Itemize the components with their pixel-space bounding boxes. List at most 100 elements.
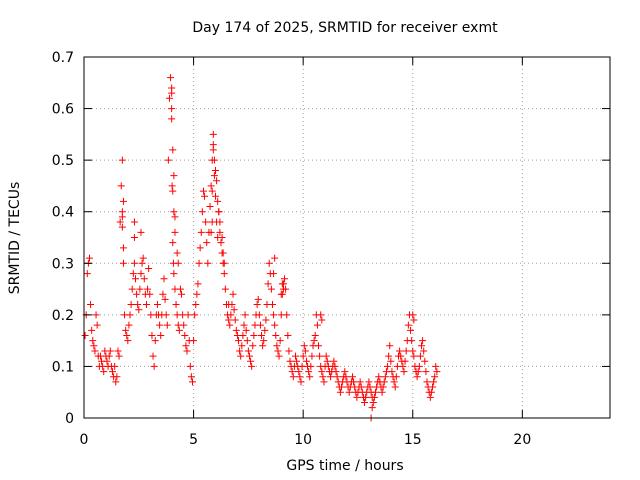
data-point (169, 239, 177, 247)
data-point (230, 306, 238, 314)
data-point (260, 337, 268, 345)
data-point (207, 228, 215, 236)
data-point (379, 383, 387, 391)
data-point (108, 368, 116, 376)
data-point (229, 290, 237, 298)
data-point (208, 187, 216, 195)
data-point (118, 156, 126, 164)
data-point (206, 203, 214, 211)
data-point (216, 218, 224, 226)
data-point (385, 352, 393, 360)
data-point (87, 301, 95, 309)
data-point (242, 326, 250, 334)
data-point (284, 331, 292, 339)
data-point (277, 290, 285, 298)
data-point (295, 368, 303, 376)
data-point (311, 331, 319, 339)
data-point (227, 311, 235, 319)
data-point (239, 331, 247, 339)
data-point (271, 321, 279, 329)
data-point (181, 331, 189, 339)
data-point (119, 259, 127, 267)
data-point (402, 347, 410, 355)
data-point (285, 347, 293, 355)
data-point (170, 270, 178, 278)
data-point (170, 172, 178, 180)
data-point (380, 378, 388, 386)
data-point (418, 342, 426, 350)
data-point (119, 197, 127, 205)
data-point (197, 228, 205, 236)
data-point (238, 342, 246, 350)
data-point (336, 388, 344, 396)
data-point (371, 388, 379, 396)
data-point (386, 342, 394, 350)
data-point (182, 342, 190, 350)
data-point (220, 270, 228, 278)
data-point (145, 264, 153, 272)
data-point (414, 368, 422, 376)
data-point (83, 270, 91, 278)
data-point (278, 280, 286, 288)
data-point (225, 316, 233, 324)
data-point (259, 342, 267, 350)
grid (84, 57, 610, 418)
data-point (317, 311, 325, 319)
data-point (241, 311, 249, 319)
data-point (369, 399, 377, 407)
data-point (275, 352, 283, 360)
data-point (220, 259, 228, 267)
data-point (226, 321, 234, 329)
data-point (322, 352, 330, 360)
data-point (184, 311, 192, 319)
data-point (237, 352, 245, 360)
y-tick-label: 0.4 (52, 205, 74, 221)
data-point (289, 373, 297, 381)
data-point (362, 393, 370, 401)
chart-title: Day 174 of 2025, SRMTID for receiver exm… (192, 20, 498, 36)
data-point (119, 244, 127, 252)
data-point (342, 373, 350, 381)
data-point (274, 347, 282, 355)
data-point (256, 321, 264, 329)
data-point (93, 321, 101, 329)
data-point (116, 218, 124, 226)
x-tick-label: 10 (294, 432, 312, 448)
data-point (370, 393, 378, 401)
data-point (111, 362, 119, 370)
data-point (365, 378, 373, 386)
data-point (315, 342, 323, 350)
data-point (243, 337, 251, 345)
data-point (135, 306, 143, 314)
data-point (133, 290, 141, 298)
data-point (138, 259, 146, 267)
data-point (253, 301, 261, 309)
data-point (262, 316, 270, 324)
x-axis-label: GPS time / hours (286, 458, 403, 474)
data-point (320, 378, 328, 386)
data-point (85, 254, 93, 262)
data-point (265, 259, 273, 267)
data-point (210, 156, 218, 164)
data-point (134, 301, 142, 309)
data-point (137, 270, 145, 278)
data-point (136, 285, 144, 293)
data-point (106, 347, 114, 355)
data-point (338, 383, 346, 391)
data-point (432, 362, 440, 370)
data-point (392, 373, 400, 381)
data-point (318, 368, 326, 376)
data-point (313, 321, 321, 329)
data-point (90, 342, 98, 350)
data-point (198, 208, 206, 216)
data-point (250, 331, 258, 339)
data-point (332, 368, 340, 376)
data-point (299, 352, 307, 360)
data-point (209, 146, 217, 154)
data-point (191, 311, 199, 319)
data-point (186, 362, 194, 370)
data-point (264, 280, 272, 288)
data-point (193, 290, 201, 298)
data-point (381, 373, 389, 381)
